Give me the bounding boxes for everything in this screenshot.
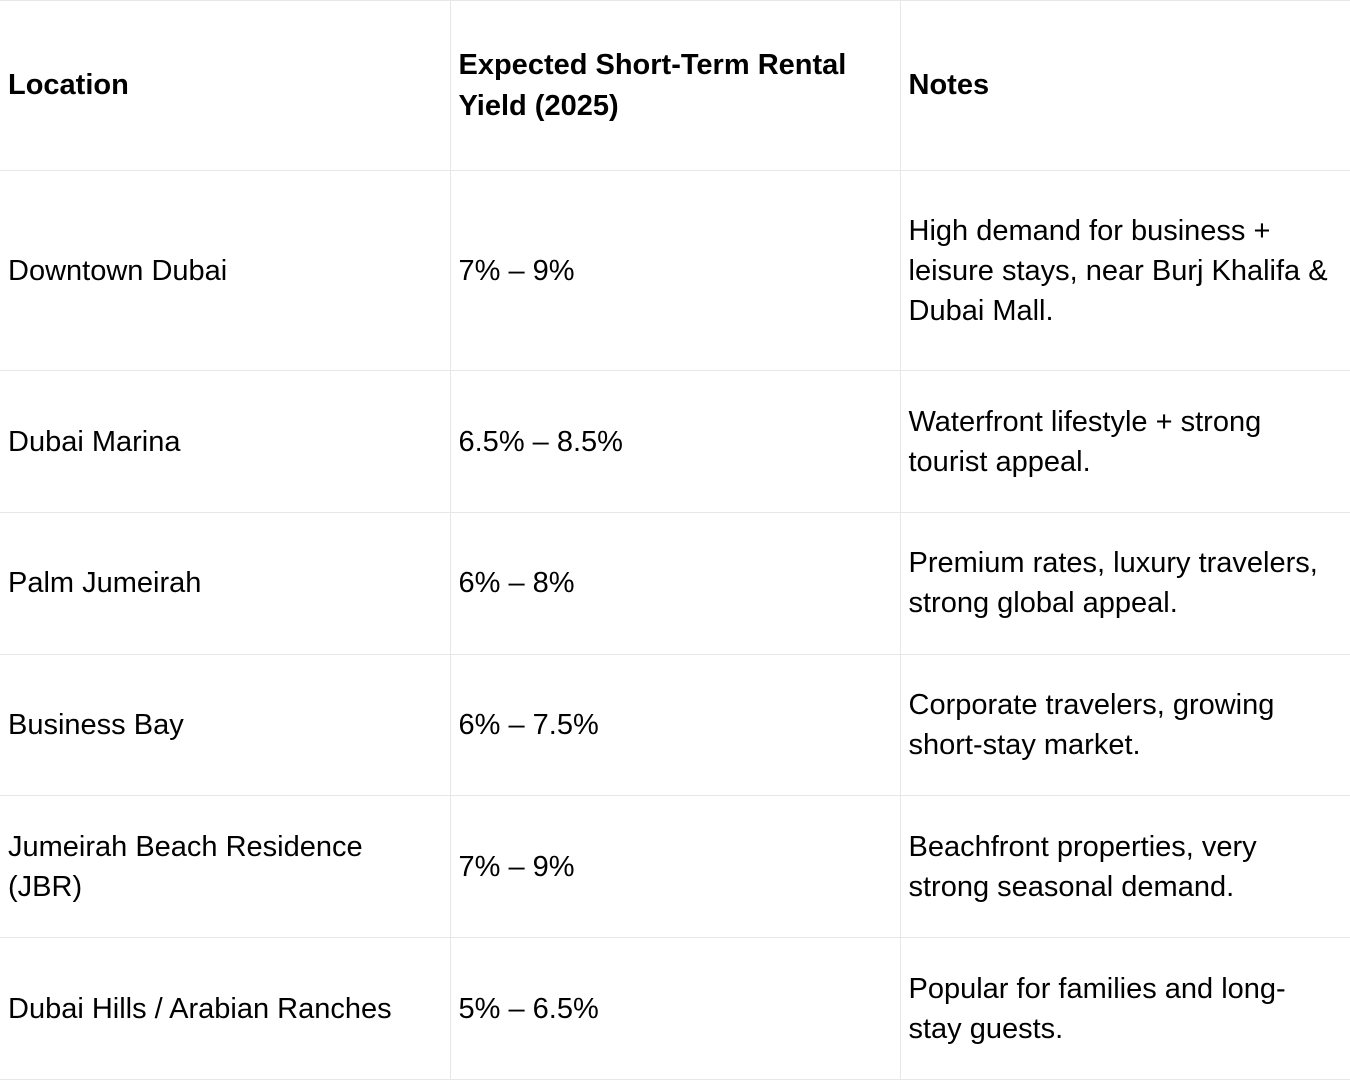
cell-location: Dubai Marina — [0, 370, 450, 513]
cell-yield: 5% – 6.5% — [449, 937, 900, 1080]
cell-yield: 6.5% – 8.5% — [449, 370, 900, 513]
cell-notes: Beachfront properties, very strong seaso… — [899, 795, 1350, 939]
column-header-location: Location — [0, 0, 450, 171]
cell-location: Palm Jumeirah — [0, 511, 450, 655]
cell-notes: High demand for business + leisure stays… — [899, 169, 1350, 372]
table-row: Palm Jumeirah 6% – 8% Premium rates, lux… — [0, 511, 1350, 655]
cell-location: Jumeirah Beach Residence (JBR) — [0, 795, 450, 939]
table-row: Dubai Marina 6.5% – 8.5% Waterfront life… — [0, 370, 1350, 513]
cell-location: Downtown Dubai — [0, 169, 450, 372]
cell-notes: Premium rates, luxury travelers, strong … — [899, 511, 1350, 655]
table-header-row: Location Expected Short-Term Rental Yiel… — [0, 0, 1350, 171]
cell-notes: Corporate travelers, growing short-stay … — [899, 653, 1350, 797]
cell-yield: 7% – 9% — [449, 169, 900, 372]
column-header-yield: Expected Short-Term Rental Yield (2025) — [449, 0, 900, 171]
cell-notes: Popular for families and long-stay guest… — [899, 937, 1350, 1080]
table-row: Business Bay 6% – 7.5% Corporate travele… — [0, 653, 1350, 797]
cell-location: Dubai Hills / Arabian Ranches — [0, 937, 450, 1080]
cell-notes: Waterfront lifestyle + strong tourist ap… — [899, 370, 1350, 513]
table-row: Jumeirah Beach Residence (JBR) 7% – 9% B… — [0, 795, 1350, 939]
column-header-notes: Notes — [899, 0, 1350, 171]
cell-location: Business Bay — [0, 653, 450, 797]
cell-yield: 6% – 7.5% — [449, 653, 900, 797]
cell-yield: 7% – 9% — [449, 795, 900, 939]
table-row: Downtown Dubai 7% – 9% High demand for b… — [0, 169, 1350, 372]
cell-yield: 6% – 8% — [449, 511, 900, 655]
table-row: Dubai Hills / Arabian Ranches 5% – 6.5% … — [0, 937, 1350, 1080]
